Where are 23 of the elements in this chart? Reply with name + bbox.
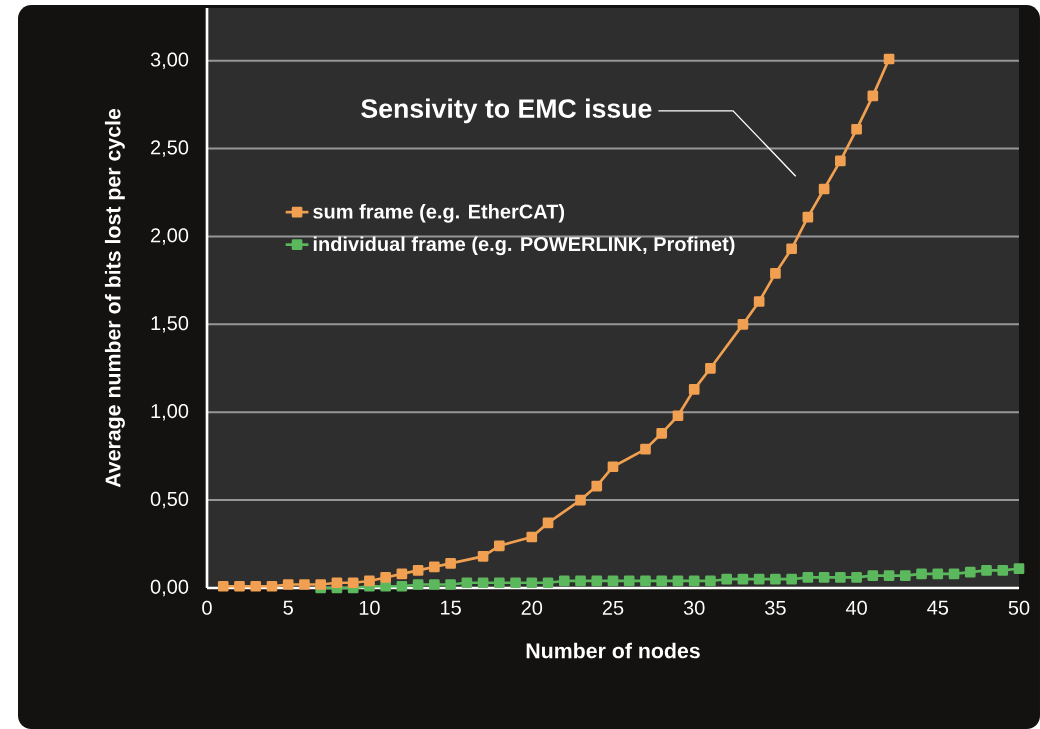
x-tick-label: 0: [202, 600, 212, 615]
x-tick-label: 5: [283, 600, 293, 615]
y-axis-title: Average number of bits lost per cycle: [104, 108, 125, 488]
y-tick-label: 3,00: [150, 52, 189, 69]
annotation: Sensivity to EMC issue: [361, 98, 652, 124]
x-tick-label: 45: [927, 600, 949, 615]
y-tick-label: 0,00: [150, 579, 189, 597]
x-tick-label: 30: [683, 600, 705, 615]
x-tick-label: 35: [765, 600, 786, 615]
x-tick-label: 40: [845, 600, 867, 615]
y-tick-label: 2,50: [151, 140, 189, 157]
x-tick-label: 25: [602, 600, 624, 615]
y-tick-label: 1,00: [151, 403, 189, 421]
y-tick-label: 0,50: [150, 491, 189, 509]
legend-label: individual frame (e.g. POWERLINK, Profinet): [313, 236, 735, 256]
x-tick-label: 20: [521, 600, 543, 615]
y-tick-label: 1,50: [151, 316, 189, 333]
y-tick-label: 2,00: [151, 228, 189, 245]
x-tick-label: 50: [1008, 600, 1030, 615]
x-tick-label: 15: [441, 600, 461, 615]
legend-label: sum frame (e.g. EtherCAT): [313, 203, 565, 223]
x-axis-title: Number of nodes: [526, 642, 700, 659]
x-tick-label: 10: [359, 600, 380, 615]
